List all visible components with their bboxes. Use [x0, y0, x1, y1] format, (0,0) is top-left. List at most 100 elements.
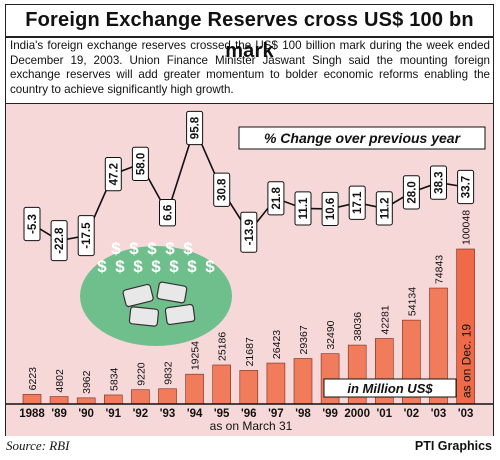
line-data-label: 47.2	[104, 157, 122, 192]
bar-data-label: 32490	[325, 320, 337, 349]
data-label-text: 58.0	[135, 153, 147, 175]
bar	[76, 397, 96, 405]
bar-data-label: 54134	[406, 287, 418, 316]
dollar-sign-icon: $	[111, 239, 121, 258]
data-label-box	[104, 157, 122, 192]
line-data-label: 30.8	[213, 172, 231, 207]
data-label-text: -13.9	[244, 219, 256, 245]
x-tick-label: 2000	[344, 408, 370, 420]
x-tick-label: '03	[458, 408, 474, 420]
line-data-label: 95.8	[186, 110, 204, 146]
data-label-text: -22.8	[54, 227, 66, 254]
bar	[104, 394, 123, 405]
data-label-text: -17.5	[81, 222, 93, 249]
bar-data-labels: 6223 4802 3962 5834 9220 9832 19254 25186 21687 2…	[27, 210, 473, 394]
line-data-label: -13.9	[240, 211, 258, 253]
bar	[22, 394, 42, 405]
data-label-box	[457, 169, 475, 205]
line-data-label: -5.3	[23, 206, 41, 242]
page-title: Foreign Exchange Reserves cross US$ 100 …	[25, 9, 474, 62]
data-label-box	[186, 110, 204, 146]
data-label-text: 95.8	[190, 116, 202, 139]
bar-data-label: 21687	[244, 337, 256, 366]
reserves-chart: $ $ $ $ $$ $ $ $ $ $ $ 6223 4802 3962 5834 9220 9832192…	[6, 110, 493, 433]
dollar-sign-icon: $	[151, 257, 161, 276]
money-illustration: $ $ $ $ $$ $ $ $ $ $ $	[80, 239, 232, 346]
x-tick-labels: 1988 '89 '90 '91 '92 '93 '94 '95 '96 '97 '98 '99 200…	[19, 408, 473, 420]
data-label-box	[375, 191, 393, 226]
bar	[49, 396, 69, 405]
series-label: % Change over previous year	[264, 130, 462, 146]
dollar-sign-icon: $	[115, 257, 125, 276]
series-label-box: % Change over previous year	[238, 126, 486, 150]
bar	[239, 370, 259, 405]
bar-data-label: 5834	[108, 367, 120, 391]
data-label-box	[348, 185, 366, 220]
data-label-box	[240, 211, 258, 253]
bar	[212, 364, 231, 405]
data-label-text: 17.1	[352, 191, 364, 214]
dollar-sign-icon: $	[169, 257, 179, 276]
data-label-text: 10.6	[325, 198, 337, 220]
line-data-label: -22.8	[50, 220, 68, 262]
x-tick-label: '99	[322, 408, 338, 420]
data-label-text: 28.0	[406, 181, 418, 203]
bar-data-label: 29367	[298, 325, 310, 354]
data-label-box	[159, 199, 176, 227]
data-label-box	[50, 220, 68, 262]
x-tick-label: '01	[377, 408, 393, 420]
x-tick-label: '91	[106, 408, 122, 420]
dollar-sign-icon: $	[205, 257, 215, 276]
title-divider	[6, 36, 493, 38]
bar-data-label: 9832	[163, 361, 175, 385]
data-label-text: 30.8	[217, 178, 229, 201]
line-data-label: 21.8	[267, 181, 285, 216]
chart-area: $ $ $ $ $ $ $ $ $ $ $ $ 6223 4802 3962 5834 9220 9832 192…	[6, 103, 493, 436]
line-data-label: 11.1	[294, 191, 312, 226]
bar-data-label: 26423	[271, 330, 283, 359]
data-label-text: 47.2	[108, 163, 120, 185]
dollar-sign-icon: $	[183, 239, 193, 258]
line-data-label: 11.2	[375, 191, 393, 226]
dollar-sign-icon: $	[165, 239, 175, 258]
bar	[158, 388, 177, 405]
x-tick-label: '95	[214, 408, 230, 420]
last-bar-note: as on Dec. 19	[460, 324, 474, 398]
data-label-box	[321, 191, 339, 227]
data-label-text: 21.8	[271, 186, 283, 209]
x-tick-label: '02	[404, 408, 420, 420]
x-axis-note: as on March 31	[210, 419, 293, 433]
line-data-label: -17.5	[77, 215, 95, 257]
graphics-credit: PTI Graphics	[414, 439, 492, 453]
bar	[185, 373, 204, 405]
bar-data-label: 19254	[190, 341, 202, 370]
data-label-box	[430, 165, 447, 200]
unit-label: in Million US$	[347, 381, 433, 396]
dollar-sign-icon: $	[147, 239, 157, 258]
bar-data-label: 42281	[379, 305, 391, 334]
x-tick-label: 1988	[19, 408, 45, 420]
x-tick-label: '98	[295, 408, 311, 420]
dollar-sign-icon: $	[187, 257, 197, 276]
dollar-sign-icon: $	[97, 257, 107, 276]
line-data-label: 33.7	[457, 169, 475, 205]
dollar-sign-icon: $	[129, 239, 139, 258]
data-label-text: 11.2	[379, 197, 391, 219]
bar-data-label: 9220	[135, 362, 147, 386]
data-label-box	[267, 181, 285, 216]
bar	[293, 358, 313, 405]
bar-data-label: 100048	[461, 210, 473, 245]
data-label-box	[23, 206, 41, 242]
line-data-labels: -5.3 -22.8 -17.5 47.2 58.0 6.6 95.8 30.8 -13.9 21…	[23, 110, 475, 262]
unit-label-box: in Million US$	[323, 378, 457, 398]
data-label-text: 38.3	[434, 171, 446, 193]
x-tick-label: '97	[268, 408, 284, 420]
dollar-signs: $ $ $ $ $$ $ $ $ $ $ $	[97, 239, 215, 276]
line-data-label: 17.1	[348, 185, 366, 220]
dollar-sign-icon: $	[133, 257, 143, 276]
cash-bundles-icon	[122, 281, 196, 327]
data-label-box	[77, 215, 95, 257]
x-tick-label: '94	[187, 408, 203, 420]
x-tick-label: '96	[241, 408, 257, 420]
x-tick-label: '90	[78, 408, 94, 420]
